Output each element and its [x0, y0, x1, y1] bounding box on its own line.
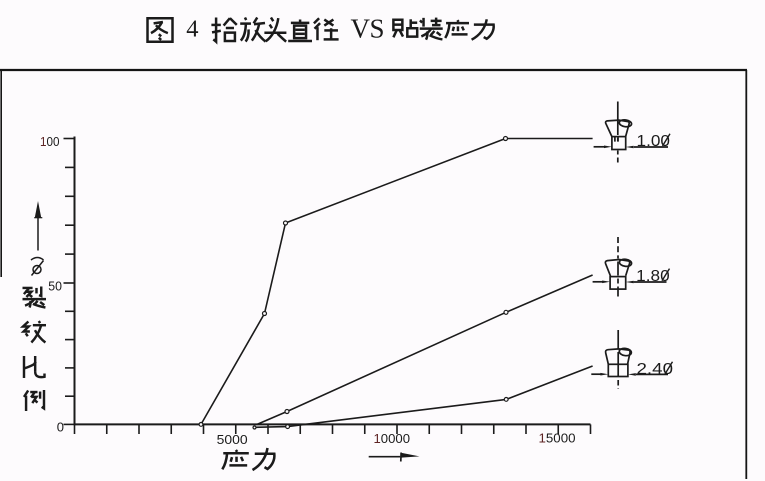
- svg-text:5000: 5000: [217, 432, 248, 447]
- svg-text:4: 4: [186, 15, 198, 42]
- svg-text:1.80: 1.80: [636, 268, 670, 285]
- svg-text:15000: 15000: [539, 430, 576, 445]
- svg-text:2.40: 2.40: [637, 361, 674, 378]
- svg-text:10000: 10000: [374, 431, 411, 446]
- svg-text:1.00: 1.00: [637, 133, 671, 150]
- svg-text:50: 50: [48, 279, 62, 294]
- svg-text:VS: VS: [351, 14, 385, 44]
- svg-text:0: 0: [57, 420, 64, 435]
- svg-text:100: 100: [40, 134, 60, 149]
